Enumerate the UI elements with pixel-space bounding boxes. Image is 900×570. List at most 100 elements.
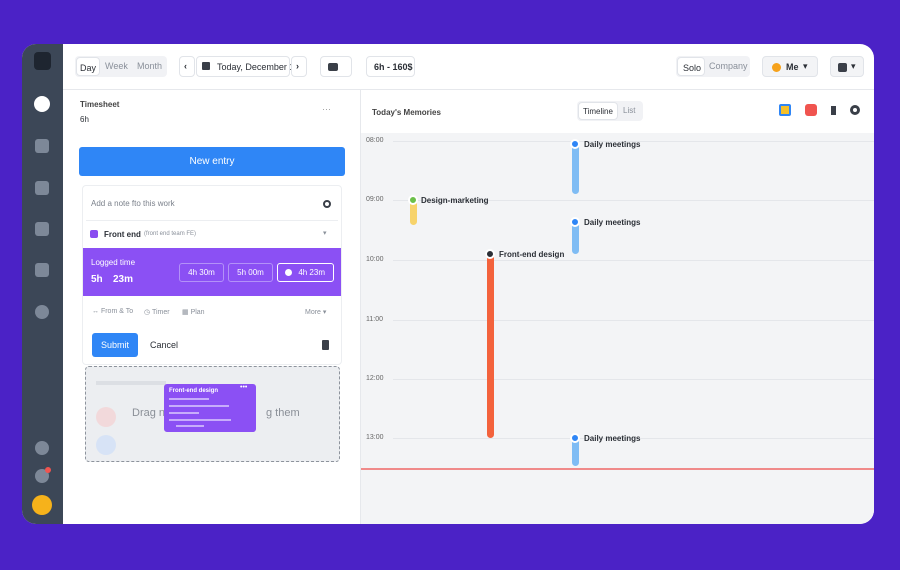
date-picker[interactable]: Today, December 14 (196, 56, 299, 77)
menu-dots[interactable]: ··· (322, 104, 331, 114)
event-bar[interactable] (572, 438, 579, 466)
more-menu[interactable]: More ▾ (305, 309, 327, 316)
plugin-icon[interactable] (831, 106, 836, 115)
logged-time-panel: Logged time 5h 23m 4h 30m 5h 00m 4h 23m (83, 248, 341, 296)
reports-icon[interactable] (35, 263, 49, 277)
event-bar[interactable] (410, 200, 417, 225)
drop-zone: Drag n g them (85, 366, 340, 462)
drag-card[interactable]: Front-end design ••• (164, 384, 256, 432)
scope-tab[interactable]: Solo (677, 57, 705, 76)
logo (34, 52, 51, 70)
avatar[interactable] (32, 495, 52, 515)
drag-card-menu: ••• (240, 384, 248, 391)
cancel-button[interactable]: Cancel (150, 340, 179, 350)
event-title[interactable]: Daily meetings (584, 218, 641, 227)
mode-label: Timer (151, 309, 170, 316)
preset-button[interactable]: 5h 00m (228, 263, 273, 282)
hour-label: 13:00 (366, 434, 384, 441)
calendar-icon (202, 62, 210, 70)
view-tab[interactable]: Month (137, 61, 163, 71)
print-button[interactable] (320, 56, 352, 77)
event-icon (485, 249, 495, 259)
user-name: Me (786, 62, 799, 72)
timeline (361, 133, 874, 524)
event-bar[interactable] (487, 254, 494, 438)
event-title[interactable]: Daily meetings (584, 140, 641, 149)
prev-button[interactable]: ‹ (179, 56, 195, 77)
user-menu[interactable]: Me ▾ (762, 56, 818, 77)
next-button[interactable]: › (291, 56, 307, 77)
selected-dot (285, 269, 292, 276)
preset-button[interactable]: 4h 30m (179, 263, 224, 282)
mode-tab[interactable]: ▦ Plan (182, 309, 205, 316)
mode-tab[interactable]: ◷ Timer (144, 309, 170, 316)
faded-row (96, 381, 166, 385)
projects-icon[interactable] (35, 181, 49, 195)
hour-line (393, 200, 874, 201)
scope-switch: Solo Company (676, 56, 750, 77)
event-icon (408, 195, 418, 205)
tasks-menu[interactable]: ▾ (830, 56, 864, 77)
event-title[interactable]: Daily meetings (584, 434, 641, 443)
hour-line (393, 260, 874, 261)
scope-tab[interactable]: Company (709, 61, 748, 71)
settings-icon[interactable] (850, 105, 860, 115)
clock-icon[interactable] (34, 96, 50, 112)
logged-minutes[interactable]: 23m (113, 274, 134, 285)
drop-hint: g them (266, 407, 300, 419)
view-tab[interactable]: Week (105, 61, 128, 71)
notification-badge (45, 467, 51, 473)
calendar-integration[interactable] (779, 104, 791, 116)
hour-label: 10:00 (366, 256, 384, 263)
view-switch: Day Week Month (75, 56, 167, 77)
logged-hours[interactable]: 5h (91, 274, 103, 285)
summary: 6h - 160$ (366, 56, 415, 77)
hour-line (393, 320, 874, 321)
people-icon[interactable] (35, 222, 49, 236)
project-team: (front end team FE) (144, 231, 197, 237)
app-window: Day Week Month ‹ Today, December 14 › 6h… (22, 44, 874, 524)
submit-button[interactable]: Submit (92, 333, 138, 357)
settings-icon[interactable] (323, 200, 331, 208)
hour-line (393, 438, 874, 439)
new-entry-button[interactable]: New entry (79, 147, 345, 176)
hour-line (393, 141, 874, 142)
divider (63, 89, 874, 90)
faded-icon (96, 407, 116, 427)
billing-icon[interactable] (35, 305, 49, 319)
event-bar[interactable] (572, 222, 579, 254)
view-switch: Timeline List (577, 101, 643, 121)
delete-icon[interactable] (322, 340, 329, 350)
hour-line (393, 379, 874, 380)
dropdown-caret[interactable]: ▾ (323, 230, 327, 237)
event-icon (570, 139, 580, 149)
tasks-icon[interactable] (35, 139, 49, 153)
sidebar (22, 44, 63, 524)
project-name[interactable]: Front end (104, 230, 141, 239)
current-time-line (361, 468, 874, 470)
divider (86, 220, 338, 221)
event-icon (570, 433, 580, 443)
mode-tab[interactable]: ↔ From & To (92, 308, 134, 315)
event-bar[interactable] (572, 144, 579, 194)
view-tab[interactable]: List (623, 106, 636, 115)
divider (360, 90, 361, 524)
view-tab[interactable]: Day (76, 57, 100, 76)
panel-title: Timesheet (80, 100, 120, 109)
drop-hint: Drag n (132, 407, 166, 419)
event-title[interactable]: Design-marketing (421, 196, 489, 205)
event-title[interactable]: Front-end design (499, 250, 565, 259)
view-tab[interactable]: Timeline (578, 102, 618, 120)
mode-label: Plan (190, 309, 205, 316)
faded-icon (96, 435, 116, 455)
note-input[interactable]: Add a note fto this work (91, 199, 175, 208)
hour-label: 08:00 (366, 137, 384, 144)
preset-button[interactable]: 4h 23m (277, 263, 334, 282)
tips-icon[interactable] (35, 441, 49, 455)
hour-label: 09:00 (366, 196, 384, 203)
app-integration[interactable] (805, 104, 817, 116)
panel-title: Today's Memories (372, 108, 441, 117)
hour-label: 12:00 (366, 375, 384, 382)
event-icon (570, 217, 580, 227)
